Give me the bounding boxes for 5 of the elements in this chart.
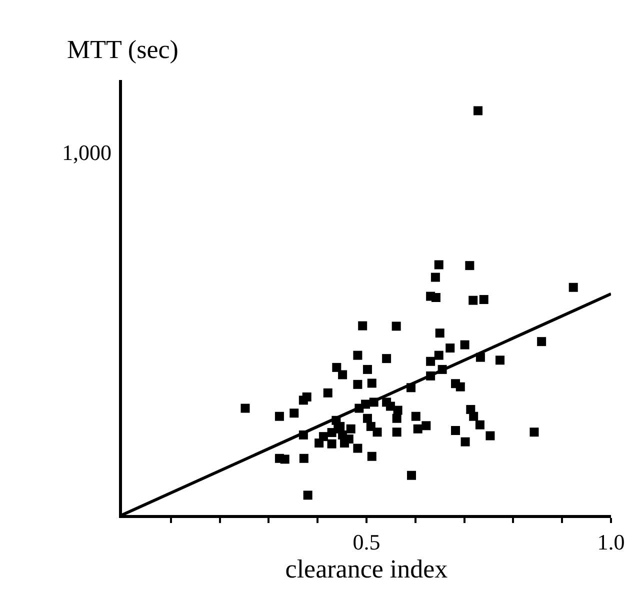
x-tick-label: 1.0 [597,529,625,554]
y-axis-title: MTT (sec) [67,35,178,64]
x-tick-label: 0.5 [352,529,380,554]
x-axis-title: clearance index [285,554,448,584]
text: 1,000 [62,140,112,165]
